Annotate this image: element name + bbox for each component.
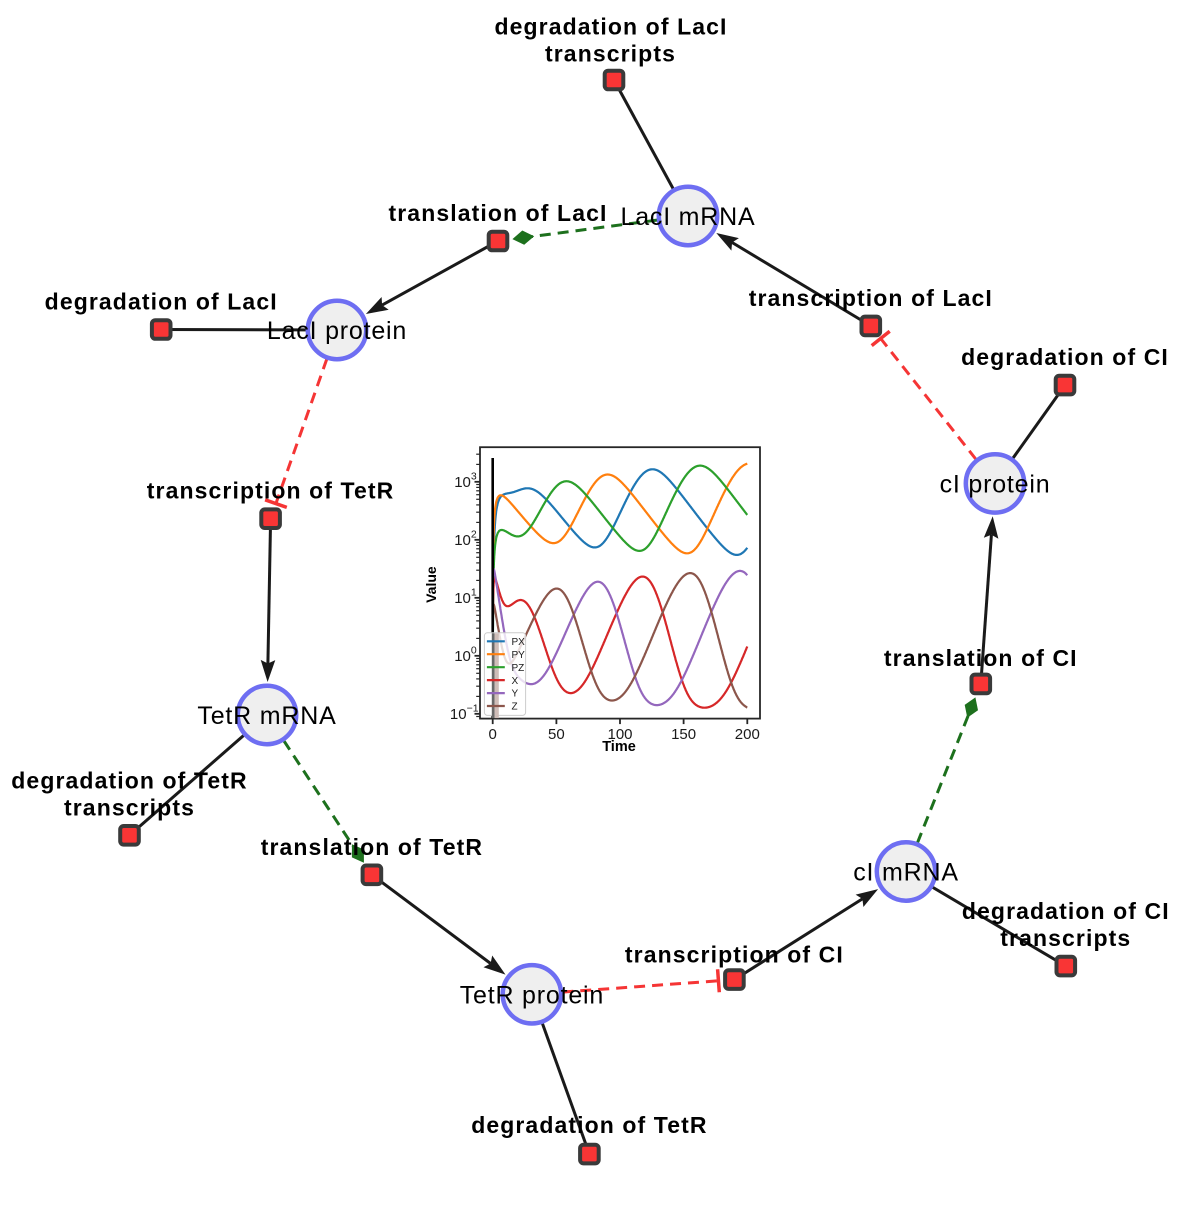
svg-text:PX: PX xyxy=(512,637,526,648)
svg-text:10: 10 xyxy=(454,648,471,665)
svg-text:degradation of CI: degradation of CI xyxy=(961,344,1169,370)
svg-text:transcription of LacI: transcription of LacI xyxy=(749,285,993,311)
svg-text:degradation of TetR: degradation of TetR xyxy=(11,767,247,793)
svg-text:degradation of CI: degradation of CI xyxy=(962,898,1170,924)
svg-text:2: 2 xyxy=(471,528,477,540)
svg-text:−1: −1 xyxy=(467,702,479,714)
svg-text:10: 10 xyxy=(454,474,471,491)
svg-text:transcripts: transcripts xyxy=(545,41,676,67)
svg-text:TetR protein: TetR protein xyxy=(460,981,604,1009)
svg-text:Time: Time xyxy=(602,739,636,755)
svg-text:10: 10 xyxy=(450,706,467,723)
svg-text:10: 10 xyxy=(454,590,471,607)
svg-text:200: 200 xyxy=(735,726,760,743)
svg-text:TetR mRNA: TetR mRNA xyxy=(197,702,336,730)
svg-text:50: 50 xyxy=(548,726,565,743)
svg-text:1: 1 xyxy=(471,586,477,598)
svg-text:transcripts: transcripts xyxy=(64,794,195,820)
svg-text:Y: Y xyxy=(512,689,519,700)
svg-text:translation of TetR: translation of TetR xyxy=(261,834,483,860)
svg-text:transcription of TetR: transcription of TetR xyxy=(147,478,395,504)
svg-text:0: 0 xyxy=(471,644,477,656)
svg-text:cI protein: cI protein xyxy=(940,470,1051,498)
svg-text:degradation of LacI: degradation of LacI xyxy=(45,289,278,315)
svg-text:3: 3 xyxy=(471,470,477,482)
svg-text:degradation of LacI: degradation of LacI xyxy=(494,14,727,40)
svg-text:PY: PY xyxy=(512,650,526,661)
svg-text:10: 10 xyxy=(454,532,471,549)
svg-text:100: 100 xyxy=(607,726,632,743)
svg-text:Value: Value xyxy=(423,566,439,603)
svg-text:PZ: PZ xyxy=(512,663,525,674)
svg-text:150: 150 xyxy=(671,726,696,743)
svg-text:translation of CI: translation of CI xyxy=(884,645,1078,671)
svg-text:0: 0 xyxy=(489,726,497,743)
svg-text:LacI protein: LacI protein xyxy=(267,317,407,345)
svg-text:translation of LacI: translation of LacI xyxy=(389,200,608,226)
svg-text:transcription of CI: transcription of CI xyxy=(625,942,844,968)
svg-text:cI mRNA: cI mRNA xyxy=(853,859,959,887)
svg-text:X: X xyxy=(512,676,519,687)
svg-text:LacI mRNA: LacI mRNA xyxy=(620,203,755,231)
svg-text:Z: Z xyxy=(512,702,518,713)
svg-text:degradation of TetR: degradation of TetR xyxy=(471,1112,707,1138)
svg-text:transcripts: transcripts xyxy=(1000,925,1131,951)
